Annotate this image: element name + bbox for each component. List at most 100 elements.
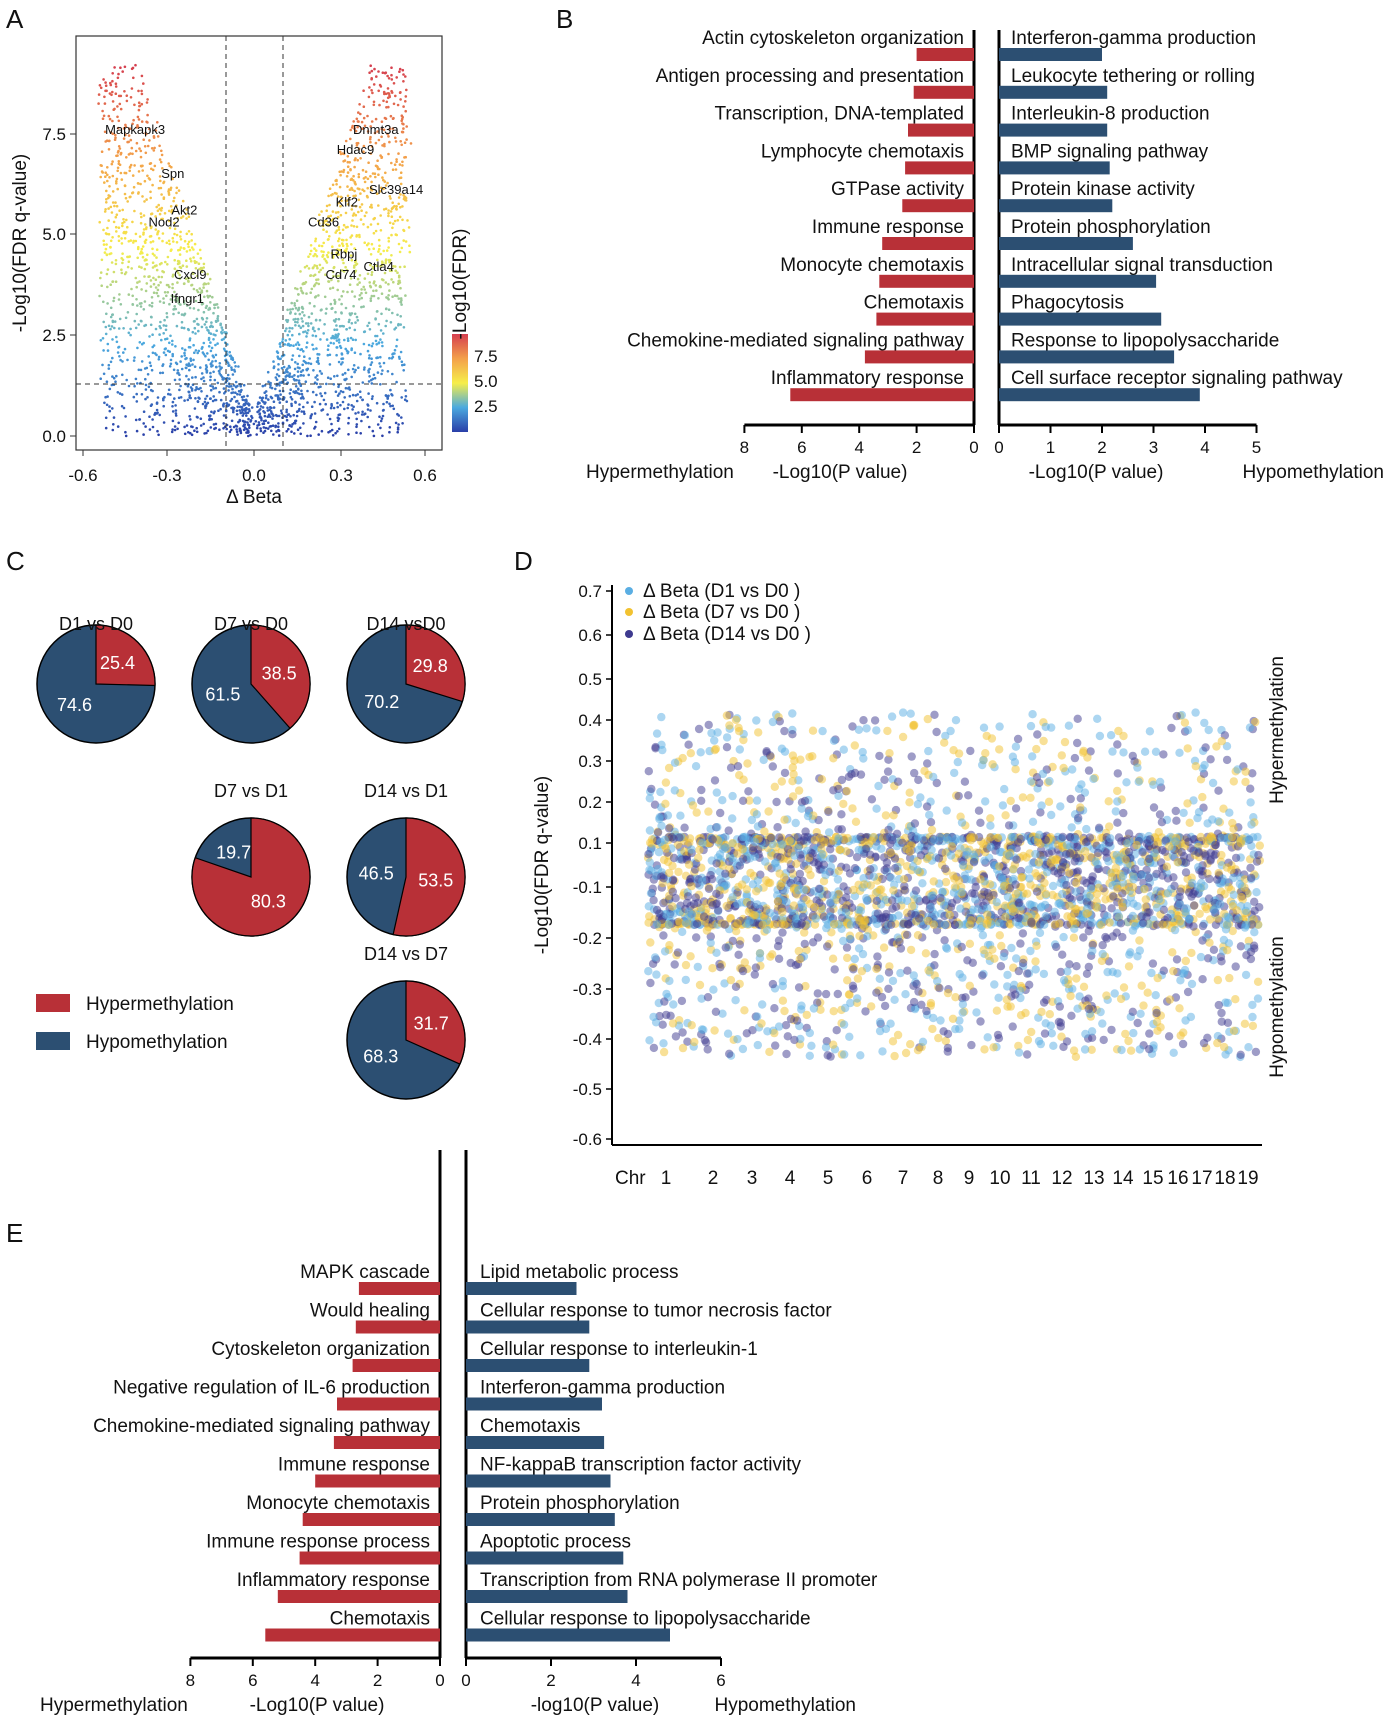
a-point <box>358 187 361 191</box>
d-point <box>933 976 942 986</box>
a-point <box>149 196 152 200</box>
a-point <box>401 130 404 134</box>
a-point <box>113 66 116 69</box>
a-point <box>288 326 292 330</box>
d-point <box>958 1008 967 1017</box>
a-point <box>332 383 336 386</box>
d-point <box>924 746 933 756</box>
a-point <box>375 75 378 78</box>
a-point <box>207 329 210 332</box>
a-point <box>330 193 333 197</box>
a-point <box>314 420 318 424</box>
d-point <box>941 877 951 887</box>
d-point <box>1208 778 1218 788</box>
a-point <box>404 75 407 78</box>
a-point <box>388 258 392 262</box>
a-point <box>150 147 154 150</box>
a-point <box>370 120 374 123</box>
a-point <box>173 298 177 302</box>
d-point <box>880 865 889 875</box>
d-point <box>936 893 945 903</box>
a-point <box>180 367 184 371</box>
a-point <box>161 364 164 368</box>
d-point <box>1082 824 1091 834</box>
a-point <box>115 204 119 208</box>
d-point <box>1026 721 1036 731</box>
a-point <box>111 100 115 103</box>
d-point <box>1241 970 1251 980</box>
a-point <box>327 344 330 348</box>
a-point <box>218 362 222 365</box>
a-point <box>315 360 319 364</box>
a-point <box>320 394 324 398</box>
a-point <box>246 394 249 398</box>
a-point <box>345 199 349 203</box>
d-point <box>652 970 661 979</box>
a-point <box>162 404 165 408</box>
a-point <box>306 389 309 393</box>
d-point <box>957 942 966 952</box>
a-point <box>380 417 384 420</box>
a-point <box>209 426 213 429</box>
a-point <box>286 343 290 347</box>
a-point <box>115 230 118 233</box>
d-point <box>665 941 674 950</box>
a-point <box>300 389 303 393</box>
a-point <box>390 161 393 165</box>
a-point <box>404 389 407 392</box>
a-point <box>350 348 353 352</box>
a-point <box>107 363 111 367</box>
a-point <box>168 302 171 306</box>
hyper-bar <box>882 237 974 250</box>
a-point <box>335 353 338 357</box>
a-point <box>154 129 158 132</box>
a-point <box>346 203 350 206</box>
a-point <box>218 390 221 394</box>
a-point <box>116 126 120 130</box>
a-point <box>354 129 358 133</box>
a-point <box>360 291 363 295</box>
a-point <box>363 288 367 291</box>
a-point <box>407 226 411 229</box>
a-point <box>159 320 162 324</box>
a-point <box>306 401 309 404</box>
a-point <box>178 277 182 280</box>
d-point <box>923 759 932 768</box>
a-point <box>289 344 293 347</box>
a-point <box>356 125 359 129</box>
d-point <box>1031 965 1040 974</box>
d-point <box>696 748 705 757</box>
d-point <box>832 1026 841 1035</box>
a-point <box>316 356 320 360</box>
a-point <box>294 324 297 327</box>
d-point <box>1075 992 1084 1001</box>
a-point <box>388 127 392 131</box>
a-point <box>352 364 356 367</box>
a-point <box>372 217 376 221</box>
a-point <box>389 404 392 408</box>
a-point <box>168 242 171 246</box>
a-point <box>140 89 143 93</box>
hyper-bar <box>908 123 974 137</box>
d-point <box>677 996 687 1006</box>
a-point <box>140 215 143 219</box>
a-point <box>343 371 347 375</box>
a-point <box>293 304 297 307</box>
a-point <box>272 365 276 368</box>
a-point <box>366 225 370 229</box>
pie-title: D14 vs D7 <box>364 944 448 964</box>
a-point <box>283 371 286 375</box>
a-gene-label: Cxcl9 <box>174 267 207 282</box>
a-point <box>173 258 176 262</box>
d-point <box>722 733 732 742</box>
d-point <box>1047 810 1056 820</box>
a-point <box>367 343 371 347</box>
hypo-bar <box>999 161 1110 175</box>
a-point <box>108 139 111 143</box>
a-point <box>294 320 297 324</box>
a-point <box>194 349 198 352</box>
a-point <box>174 412 178 415</box>
a-point <box>155 353 158 357</box>
d-point <box>1225 808 1234 817</box>
a-point <box>322 332 326 335</box>
